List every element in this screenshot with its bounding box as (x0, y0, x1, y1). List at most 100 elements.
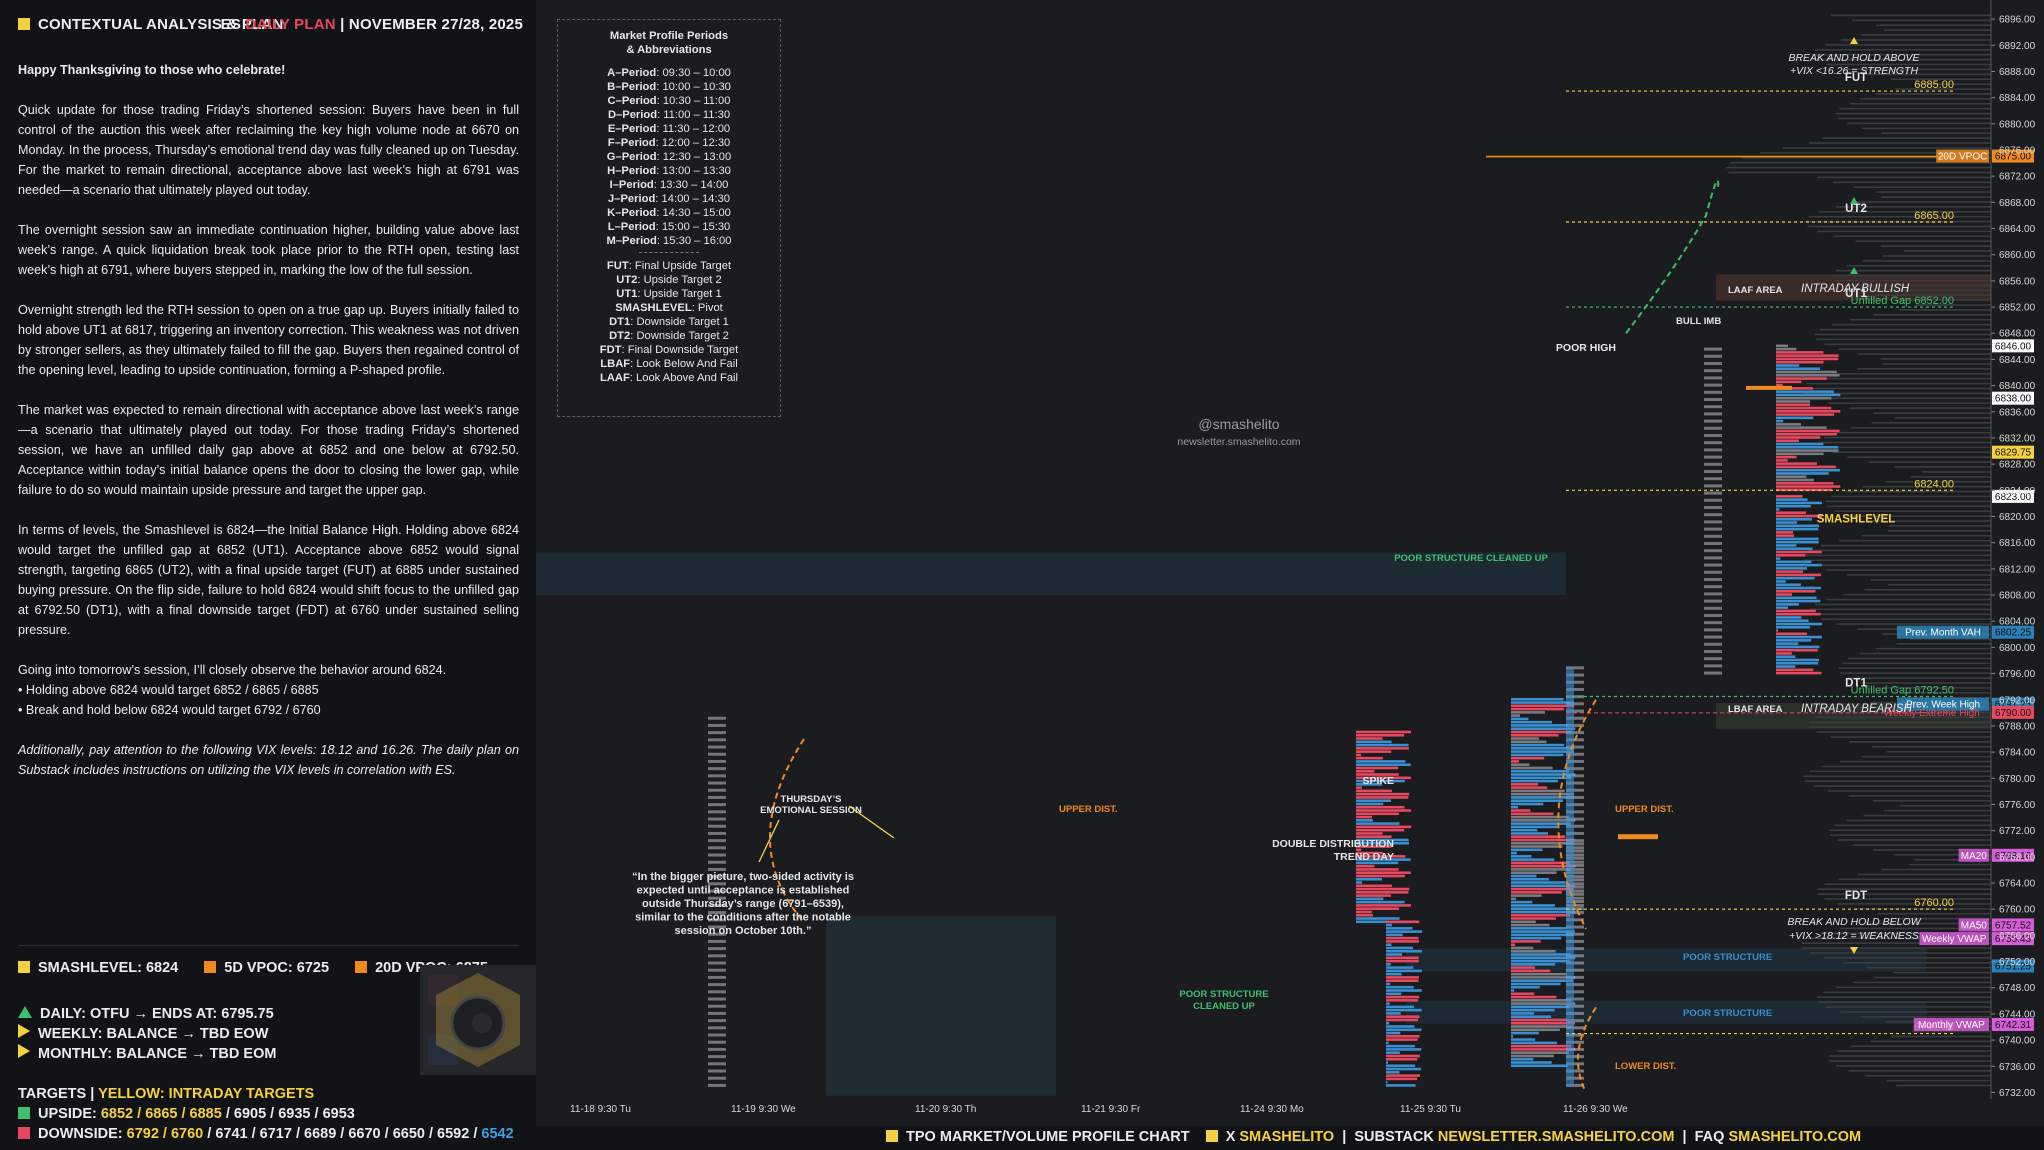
tpo-letter-mark (1566, 1004, 1584, 1008)
volume-bar (1827, 505, 1991, 508)
profile-bar (1511, 753, 1564, 757)
profile-bar (1511, 930, 1575, 933)
x-handle-link[interactable]: SMASHELITO (1239, 1129, 1335, 1145)
profile-bar (1356, 789, 1392, 793)
profile-bar (1776, 668, 1814, 672)
volume-bar (1850, 1045, 1991, 1048)
y-tick-label: 6752.00 (1999, 957, 2036, 968)
tpo-letter-mark (708, 983, 726, 987)
volume-bar (1886, 750, 1991, 753)
tpo-letter-mark (1566, 831, 1584, 835)
y-tick-label: 6836.00 (1999, 407, 2036, 418)
profile-bar (1511, 1051, 1569, 1054)
downside-rest: / 6741 / 6717 / 6689 / 6670 / 6650 / 659… (207, 1126, 478, 1142)
volume-bar (1849, 741, 1991, 743)
profile-bar (1511, 946, 1534, 950)
volume-bar (1896, 1084, 1991, 1087)
profile-bar (1511, 783, 1539, 786)
poor-structure-band (1406, 948, 1926, 972)
y-tick-label: 6880.00 (1999, 119, 2036, 130)
profile-bar (1511, 769, 1569, 773)
tpo-letter-mark (1704, 606, 1722, 610)
price-tag-label: 20D VPOC (1938, 152, 1987, 163)
tpo-letter-mark (1566, 889, 1584, 893)
tpo-letter-mark (1704, 498, 1722, 502)
profile-bar (1776, 364, 1800, 367)
profile-bar (1511, 747, 1575, 750)
legend-abbr-desc: : Look Below And Fail (630, 358, 738, 370)
profile-bar (1356, 910, 1372, 914)
profile-bar (1776, 560, 1812, 564)
faq-link[interactable]: SMASHELITO.COM (1728, 1129, 1862, 1145)
tpo-letter-mark (1704, 390, 1722, 394)
volume-bar (1916, 83, 1991, 85)
profile-bar (1511, 763, 1530, 767)
volume-bar (1847, 456, 1991, 458)
tpo-letter-mark (1566, 709, 1584, 713)
tpo-letter-mark (1566, 954, 1584, 958)
break-above-label: BREAK AND HOLD ABOVE (1788, 52, 1920, 64)
volume-bar (1846, 264, 1991, 267)
tpo-letter-mark (1566, 759, 1584, 763)
vpoc-mark (1618, 834, 1658, 840)
profile-bar (1511, 809, 1531, 812)
profile-bar (1776, 524, 1820, 528)
profile-bar (1511, 714, 1521, 717)
profile-bar (1776, 612, 1821, 616)
profile-bar (1386, 1025, 1415, 1028)
profile-bar (1776, 625, 1810, 629)
tpo-letter-mark (708, 882, 726, 886)
legend-abbr-row: UT2: Upside Target 2 (558, 273, 780, 287)
legend-period-name: C–Period (607, 95, 657, 107)
triangle-up-icon (18, 1006, 32, 1018)
tpo-letter-mark (1704, 491, 1722, 495)
tpo-letter-mark (1566, 781, 1584, 785)
volume-bar (1882, 363, 1991, 365)
legend-abbr-row: UT1: Upside Target 1 (558, 287, 780, 301)
price-tag-label: Prev. Week High (1906, 700, 1980, 711)
y-tick-label: 6812.00 (1999, 564, 2036, 575)
price-tag-label: MA50 (1961, 920, 1988, 931)
tpo-letter-mark (708, 1069, 726, 1073)
tpo-column-blue (1566, 667, 1574, 1086)
volume-bar (1876, 191, 1991, 193)
tpo-letter-mark (708, 759, 726, 763)
price-tag-label: Weekly VWAP (1922, 934, 1987, 945)
substack-link[interactable]: NEWSLETTER.SMASHELITO.COM (1437, 1129, 1675, 1145)
volume-bar (1807, 225, 1991, 228)
profile-bar (1511, 1041, 1558, 1045)
volume-bar (1760, 152, 1991, 154)
dt1-level-label: DT1 (1845, 677, 1867, 689)
tpo-letter-mark (1704, 642, 1722, 646)
targets-title: TARGETS (18, 1086, 87, 1102)
profile-bar (1386, 923, 1392, 927)
tpo-letter-mark (708, 932, 726, 936)
profile-bar (1356, 769, 1375, 773)
tpo-letter-mark (1566, 723, 1584, 727)
arrow-line (758, 819, 780, 863)
profile-bar (1776, 635, 1822, 639)
price-tag-value: 6838.00 (1995, 394, 2032, 405)
footer-bar: TPO MARKET/VOLUME PROFILE CHART X SMASHE… (536, 1126, 2044, 1150)
profile-bar (1511, 894, 1542, 897)
profile-bar (1776, 344, 1788, 348)
volume-bar (1828, 790, 1991, 792)
profile-bar (1386, 1067, 1422, 1071)
profile-bar (1386, 1080, 1388, 1084)
footer-substack-label: SUBSTACK (1354, 1129, 1434, 1145)
profile-bar (1776, 478, 1814, 482)
profile-bar (1356, 796, 1409, 799)
quote-line: outside Thursday’s range (6791–6539), (642, 898, 844, 910)
volume-bar (1801, 942, 1991, 944)
profile-bar (1386, 1005, 1415, 1009)
volume-bar (1839, 348, 1991, 351)
volume-bar (1840, 927, 1991, 930)
legend-abbr-key: FDT (599, 344, 622, 356)
profile-bar (1511, 750, 1575, 753)
bullet-hold-above: • Holding above 6824 would target 6852 /… (18, 683, 319, 697)
intraday-bullish-label: INTRADAY BULLISH (1801, 283, 1910, 295)
profile-bar (1776, 537, 1819, 541)
profile-bar (1511, 773, 1576, 776)
profile-bar (1511, 727, 1576, 731)
price-tag-label: Prev. Month VAH (1905, 628, 1981, 639)
